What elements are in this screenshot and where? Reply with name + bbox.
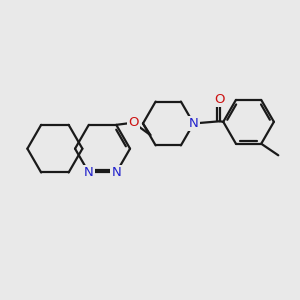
Text: O: O xyxy=(214,93,225,106)
Text: N: N xyxy=(84,166,94,179)
Text: N: N xyxy=(111,166,121,179)
Text: N: N xyxy=(189,117,198,130)
Text: O: O xyxy=(128,116,139,129)
